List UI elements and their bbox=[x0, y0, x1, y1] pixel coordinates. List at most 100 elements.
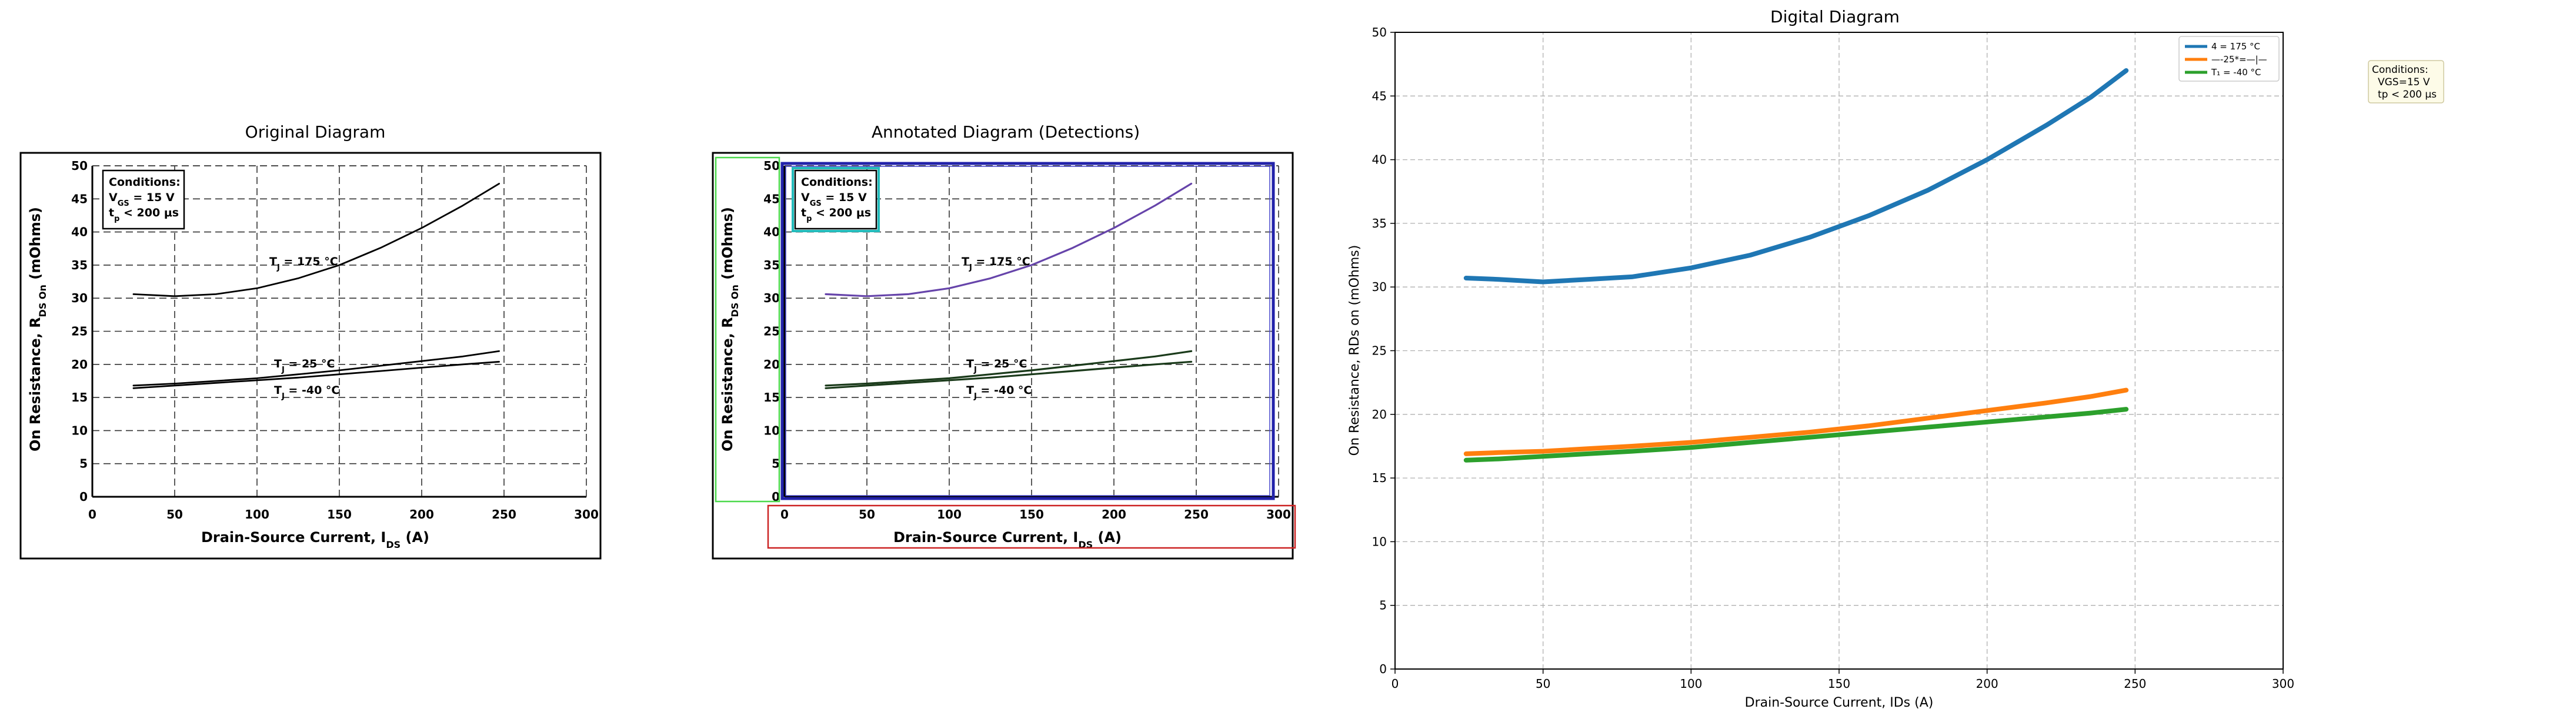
y-tick-label: 30 bbox=[763, 291, 780, 305]
x-tick-label: 50 bbox=[859, 507, 875, 521]
x-tick-label: 300 bbox=[574, 507, 599, 521]
series-line-m40 bbox=[132, 360, 500, 389]
digital-x-axis-label: Drain-Source Current, IDs (A) bbox=[1745, 695, 1934, 710]
annotated-x-axis-label: Drain-Source Current, IDS (A) bbox=[893, 529, 1122, 550]
original-conditions-tp: tp < 200 μs bbox=[109, 206, 179, 223]
digital-conditions-tp: tp < 200 μs bbox=[2378, 89, 2437, 101]
x-tick-label: 200 bbox=[409, 507, 434, 521]
digital-title: Digital Diagram bbox=[1770, 7, 1900, 26]
y-tick-label: 25 bbox=[71, 325, 88, 339]
y-tick-label: 15 bbox=[763, 390, 780, 404]
series-line-25 bbox=[1463, 387, 2129, 456]
y-tick-label: 40 bbox=[1372, 153, 1387, 167]
original-label-m40: TJ = -40 °C bbox=[274, 384, 339, 401]
y-tick-label: 20 bbox=[763, 357, 780, 372]
annotated-x-ticks: 0 50 100 150 200 250 300 bbox=[780, 507, 1291, 521]
original-grid bbox=[91, 165, 587, 498]
y-tick-label: 5 bbox=[1379, 598, 1387, 613]
digital-diagram-panel: Digital Diagram 0 5 10 15 20 25 30 35 40 45 50 0 50… bbox=[1347, 7, 2444, 710]
y-tick-label: 15 bbox=[1372, 471, 1387, 485]
y-tick-label: 25 bbox=[763, 325, 780, 339]
y-tick-label: 30 bbox=[1372, 280, 1387, 294]
original-conditions-title: Conditions: bbox=[109, 176, 181, 189]
legend-label-25: —-25*=—|— bbox=[2211, 54, 2267, 65]
digital-grid bbox=[1394, 32, 2284, 670]
x-tick-label: 300 bbox=[2272, 677, 2294, 691]
detection-box-conditions bbox=[792, 167, 880, 232]
digital-legend: 4 = 175 °C —-25*=—|— T₁ = -40 °C bbox=[2178, 36, 2280, 82]
y-tick-label: 45 bbox=[71, 192, 88, 206]
y-tick-label: 35 bbox=[763, 258, 780, 272]
x-tick-label: 250 bbox=[2124, 677, 2146, 691]
series-line-175 bbox=[1463, 68, 2129, 285]
x-tick-label: 100 bbox=[245, 507, 269, 521]
series-line-m40 bbox=[1463, 407, 2129, 463]
annotated-diagram-panel: Annotated Diagram (Detections) 0 5 10 15 20 2… bbox=[712, 122, 1296, 560]
annotated-conditions-box: Conditions: VGS = 15 V tp < 200 μs bbox=[794, 169, 877, 230]
digital-y-axis-label: On Resistance, RDs on (mOhms) bbox=[1347, 245, 1362, 456]
annotated-label-175: TJ = 175 °C bbox=[962, 255, 1030, 272]
y-tick-label: 5 bbox=[772, 457, 780, 471]
original-y-ticks: 0 5 10 15 20 25 30 35 40 45 50 bbox=[71, 159, 88, 504]
annotated-curves bbox=[825, 182, 1193, 389]
detection-box-plot-inner bbox=[785, 166, 1270, 496]
annotated-conditions-tp: tp < 200 μs bbox=[801, 206, 871, 223]
original-label-25: TJ = 25 °C bbox=[274, 357, 335, 374]
y-tick-label: 50 bbox=[763, 159, 780, 173]
x-tick-label: 150 bbox=[1019, 507, 1044, 521]
digital-x-ticks: 0 50 100 150 200 250 300 bbox=[1392, 669, 2294, 691]
y-tick-label: 40 bbox=[71, 225, 88, 239]
y-tick-label: 10 bbox=[763, 423, 780, 437]
annotated-conditions-title: Conditions: bbox=[801, 176, 873, 189]
y-tick-label: 25 bbox=[1372, 344, 1387, 358]
y-tick-label: 35 bbox=[71, 258, 88, 272]
digital-y-ticks: 0 5 10 15 20 25 30 35 40 45 50 bbox=[1372, 25, 1395, 676]
x-tick-label: 0 bbox=[88, 507, 96, 521]
legend-label-m40: T₁ = -40 °C bbox=[2211, 67, 2261, 78]
y-tick-label: 0 bbox=[772, 490, 780, 504]
x-tick-label: 200 bbox=[1976, 677, 1998, 691]
digital-conditions-vgs: VGS=15 V bbox=[2378, 76, 2430, 88]
y-tick-label: 20 bbox=[71, 357, 88, 372]
x-tick-label: 100 bbox=[937, 507, 962, 521]
y-tick-label: 0 bbox=[1379, 662, 1387, 676]
annotated-label-25: TJ = 25 °C bbox=[966, 357, 1027, 374]
y-tick-label: 30 bbox=[71, 291, 88, 305]
detection-box-x-axis bbox=[767, 504, 1296, 549]
y-tick-label: 35 bbox=[1372, 216, 1387, 230]
x-tick-label: 50 bbox=[166, 507, 183, 521]
detection-box-y-axis bbox=[715, 156, 780, 503]
annotated-y-ticks: 0 5 10 15 20 25 30 35 40 45 50 bbox=[763, 159, 780, 504]
x-tick-label: 250 bbox=[492, 507, 516, 521]
digital-conditions-title: Conditions: bbox=[2372, 64, 2428, 76]
x-tick-label: 300 bbox=[1266, 507, 1291, 521]
y-tick-label: 50 bbox=[71, 159, 88, 173]
legend-label-175: 4 = 175 °C bbox=[2211, 41, 2260, 52]
x-tick-label: 0 bbox=[1392, 677, 1399, 691]
series-line-175 bbox=[132, 182, 500, 297]
y-tick-label: 45 bbox=[763, 192, 780, 206]
original-conditions-box: Conditions: VGS = 15 V tp < 200 μs bbox=[102, 169, 185, 230]
y-tick-label: 10 bbox=[1372, 534, 1387, 549]
x-tick-label: 50 bbox=[1536, 677, 1550, 691]
annotated-title: Annotated Diagram (Detections) bbox=[872, 122, 1140, 142]
y-tick-label: 45 bbox=[1372, 89, 1387, 103]
original-conditions-vgs: VGS = 15 V bbox=[109, 191, 175, 208]
x-tick-label: 150 bbox=[327, 507, 352, 521]
x-tick-label: 250 bbox=[1184, 507, 1209, 521]
original-title: Original Diagram bbox=[245, 122, 386, 142]
original-x-ticks: 0 50 100 150 200 250 300 bbox=[88, 507, 599, 521]
y-tick-label: 10 bbox=[71, 423, 88, 437]
x-tick-label: 150 bbox=[1828, 677, 1850, 691]
original-x-axis-label: Drain-Source Current, IDS (A) bbox=[201, 529, 429, 550]
original-y-axis-label: On Resistance, RDS On (mOhms) bbox=[27, 207, 48, 452]
original-frame bbox=[19, 152, 602, 560]
x-tick-label: 0 bbox=[780, 507, 789, 521]
series-line-m40 bbox=[825, 360, 1193, 389]
original-diagram-panel: Original Diagram 0 5 10 15 20 25 30 35 40 45 50 0 5… bbox=[19, 122, 602, 560]
series-line-175 bbox=[825, 182, 1193, 297]
y-tick-label: 50 bbox=[1372, 25, 1387, 39]
annotated-frame bbox=[712, 152, 1294, 560]
original-curves bbox=[132, 182, 500, 389]
